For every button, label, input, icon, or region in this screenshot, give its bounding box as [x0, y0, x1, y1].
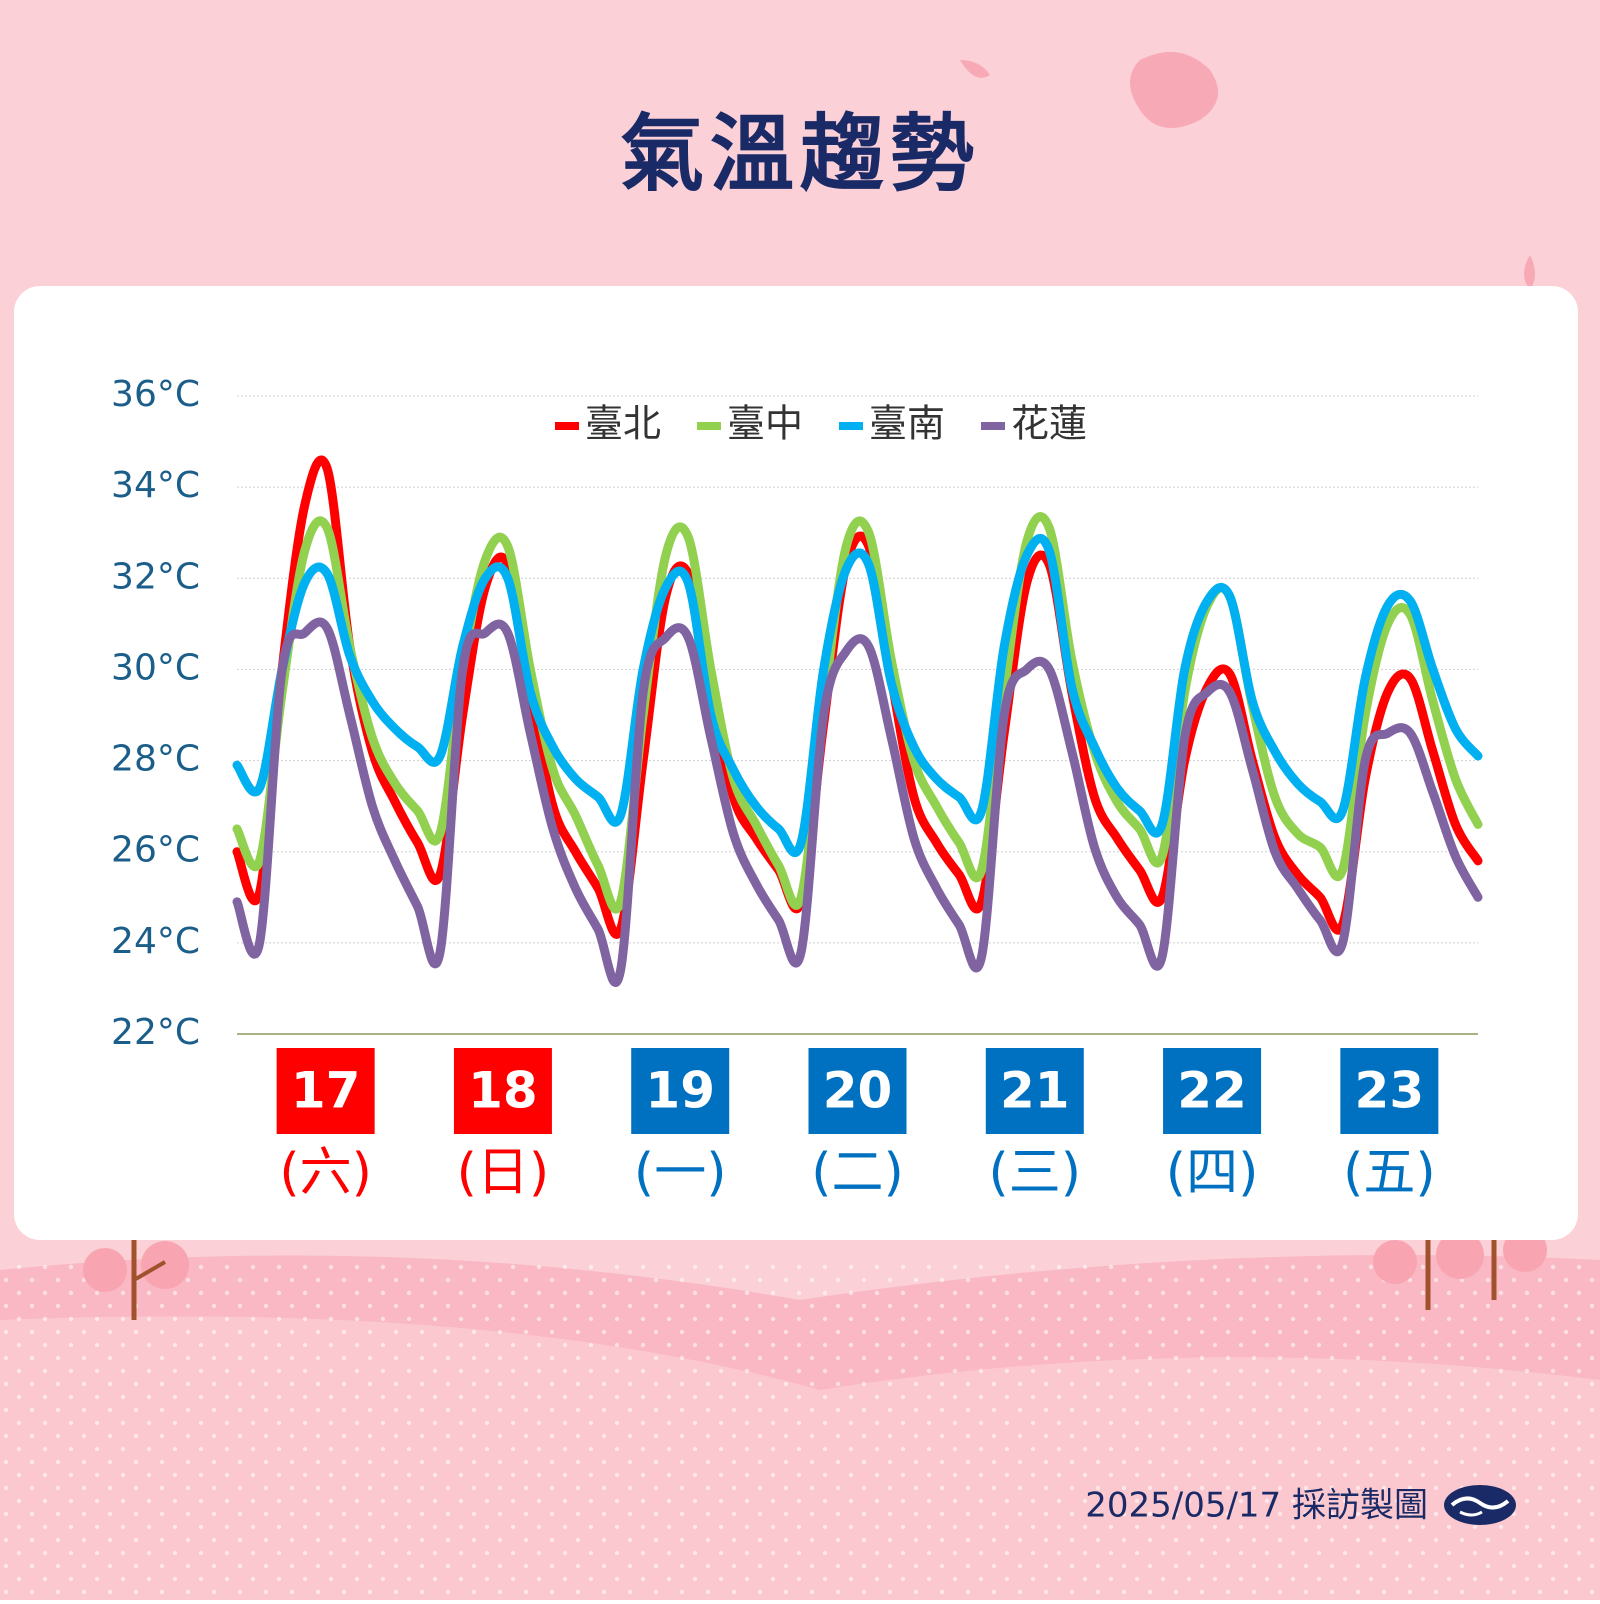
- legend-swatch: [555, 422, 579, 430]
- dot-pattern: [0, 1260, 1600, 1600]
- title: 氣溫趨勢: [620, 105, 980, 203]
- y-tick-label: 30°C: [111, 647, 200, 688]
- day-weekday: (四): [1166, 1143, 1259, 1203]
- y-tick-label: 32°C: [111, 556, 200, 597]
- petal: [960, 60, 990, 78]
- tree: [83, 1240, 189, 1320]
- logo: [1444, 1485, 1516, 1525]
- legend-label: 臺中: [727, 402, 803, 446]
- legend-label: 臺北: [585, 402, 661, 446]
- day-box: [1163, 1048, 1262, 1134]
- petal: [1130, 52, 1218, 128]
- day-box: [1340, 1048, 1439, 1134]
- day-date: 19: [645, 1062, 715, 1120]
- card: [14, 286, 1578, 1240]
- day-date: 20: [823, 1062, 893, 1120]
- day-weekday: (六): [279, 1143, 372, 1203]
- day-box: [808, 1048, 907, 1134]
- footer: 2025/05/17 採訪製圖: [1085, 1486, 1428, 1526]
- day-date: 22: [1177, 1062, 1247, 1120]
- legend-label: 臺南: [869, 402, 945, 446]
- day-date: 17: [291, 1062, 361, 1120]
- y-tick-label: 22°C: [111, 1012, 200, 1053]
- y-tick-label: 36°C: [111, 374, 200, 415]
- day-box: [453, 1048, 552, 1134]
- y-tick-label: 34°C: [111, 465, 200, 506]
- day-box: [985, 1048, 1084, 1134]
- day-weekday: (三): [988, 1143, 1081, 1203]
- day-box: [276, 1048, 375, 1134]
- day-box: [631, 1048, 730, 1134]
- y-tick-label: 28°C: [111, 739, 200, 780]
- day-weekday: (五): [1343, 1143, 1436, 1203]
- legend-label: 花蓮: [1011, 402, 1087, 446]
- legend-swatch: [697, 422, 721, 430]
- day-weekday: (一): [634, 1143, 727, 1203]
- series-line: [232, 617, 1483, 987]
- legend-swatch: [981, 422, 1005, 430]
- day-date: 21: [1000, 1062, 1070, 1120]
- day-weekday: (二): [811, 1143, 904, 1203]
- day-date: 18: [468, 1062, 538, 1120]
- day-weekday: (日): [457, 1143, 550, 1203]
- legend-swatch: [839, 422, 863, 430]
- petal: [1524, 255, 1535, 290]
- y-tick-label: 24°C: [111, 921, 200, 962]
- series-line: [232, 533, 1483, 857]
- day-date: 23: [1355, 1062, 1425, 1120]
- y-tick-label: 26°C: [111, 830, 200, 871]
